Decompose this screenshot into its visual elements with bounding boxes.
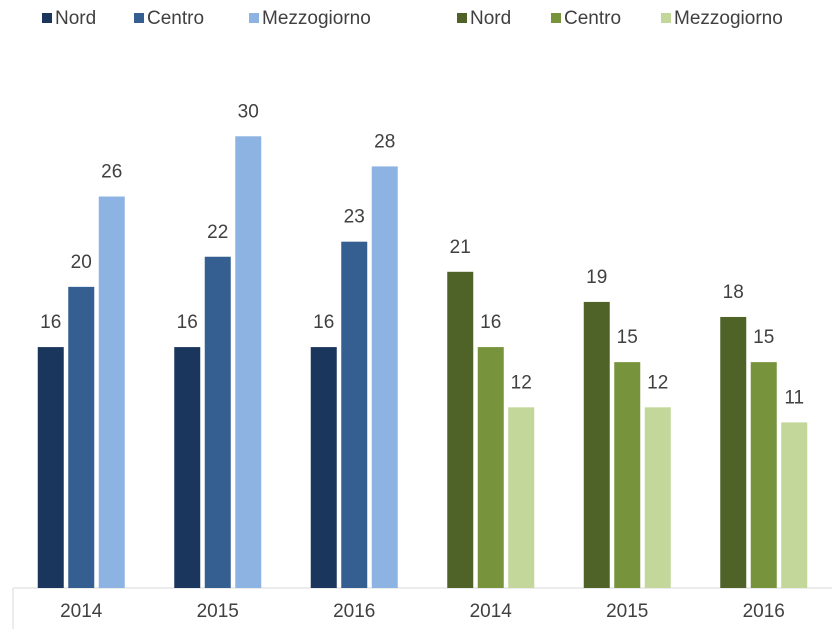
x-tick-label: 2016: [333, 601, 375, 622]
x-tick-label: 2016: [743, 601, 785, 622]
data-label: 23: [344, 207, 365, 228]
legend-label: Mezzogiorno: [262, 8, 371, 29]
data-label: 15: [753, 327, 774, 348]
data-label: 20: [71, 252, 92, 273]
x-tick-label: 2014: [470, 601, 513, 622]
legend-label: Centro: [147, 8, 204, 29]
bar: [583, 301, 610, 588]
x-tick-label: 2015: [606, 601, 648, 622]
bar: [68, 286, 95, 588]
bar: [644, 407, 671, 588]
data-label: 12: [511, 372, 532, 393]
bar: [341, 241, 368, 588]
bar: [508, 407, 535, 588]
legend-swatch: [42, 13, 52, 23]
bar: [477, 347, 504, 588]
bar: [174, 347, 201, 588]
data-label: 28: [374, 131, 395, 152]
bar: [98, 196, 125, 588]
data-label: 16: [177, 312, 198, 333]
data-label: 16: [313, 312, 334, 333]
bar: [310, 347, 337, 588]
bar: [781, 422, 808, 588]
data-label: 11: [784, 387, 804, 408]
legend-swatch: [457, 13, 467, 23]
bar: [235, 136, 262, 589]
legend-swatch: [661, 13, 671, 23]
legend-label: Nord: [470, 8, 511, 29]
data-label: 22: [207, 222, 228, 243]
data-label: 21: [450, 237, 471, 258]
data-label: 26: [101, 162, 122, 183]
legend-swatch: [551, 13, 561, 23]
bar: [204, 256, 231, 588]
bar: [447, 271, 474, 588]
bar: [750, 362, 777, 588]
data-label: 30: [238, 101, 259, 122]
legend-swatch: [249, 13, 259, 23]
bar: [37, 347, 64, 588]
x-tick-label: 2015: [197, 601, 239, 622]
data-label: 12: [647, 372, 668, 393]
bar: [720, 316, 747, 588]
x-tick-label: 2014: [60, 601, 103, 622]
legend-label: Centro: [564, 8, 621, 29]
legend-swatch: [134, 13, 144, 23]
data-label: 18: [723, 282, 744, 303]
data-label: 19: [586, 267, 607, 288]
legend-label: Mezzogiorno: [674, 8, 783, 29]
data-label: 16: [480, 312, 501, 333]
bar: [614, 362, 641, 588]
legend-label: Nord: [55, 8, 96, 29]
data-label: 16: [40, 312, 61, 333]
data-label: 15: [617, 327, 638, 348]
bar: [371, 166, 398, 588]
